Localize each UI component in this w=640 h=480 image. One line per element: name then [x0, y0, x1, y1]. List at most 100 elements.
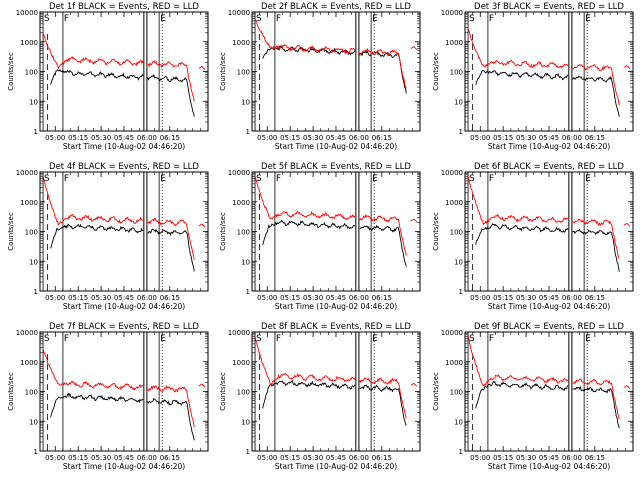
marker-label-e: E	[585, 14, 591, 24]
series-line-events-part1	[50, 68, 144, 85]
y-tick-label: 1000	[232, 39, 250, 47]
y-tick-label: 1000	[445, 39, 463, 47]
y-tick-label: 100	[450, 69, 463, 77]
y-tick-label: 1	[246, 128, 250, 136]
x-tick-label: 06:15	[372, 454, 392, 462]
y-tick-label: 1	[34, 128, 38, 136]
x-tick-label: 05:00	[45, 294, 65, 302]
x-tick-label: 06:00	[562, 454, 582, 462]
series-line-lld-part2	[147, 60, 195, 102]
series-line-lld-part2	[572, 218, 620, 259]
chart-title: Det 8f BLACK = Events, RED = LLD	[261, 322, 411, 332]
x-tick-label: 05:00	[45, 134, 65, 142]
x-tick-label: 05:15	[493, 454, 513, 462]
chart-title: Det 3f BLACK = Events, RED = LLD	[474, 2, 624, 12]
x-tick-label: 05:15	[280, 134, 300, 142]
x-tick-label: 06:00	[137, 134, 157, 142]
x-tick-label: 05:30	[303, 454, 323, 462]
x-tick-label: 05:30	[91, 134, 111, 142]
x-tick-label: 05:45	[114, 454, 134, 462]
x-tick-label: 05:45	[326, 294, 346, 302]
marker-label-f: F	[276, 334, 281, 344]
marker-label-f: F	[489, 334, 494, 344]
series-line-lld-part2	[572, 64, 620, 106]
y-tick-label: 1000	[232, 199, 250, 207]
y-axis-label: Counts/sec	[432, 52, 440, 91]
series-line-lld-tail	[623, 222, 631, 227]
x-tick-label: 05:45	[114, 294, 134, 302]
x-tick-label: 05:30	[516, 294, 536, 302]
x-axis-label: Start Time (10-Aug-02 04:46:20)	[488, 142, 610, 151]
x-tick-label: 05:30	[91, 454, 111, 462]
y-tick-label: 1	[34, 288, 38, 296]
x-tick-label: 05:30	[91, 294, 111, 302]
x-tick-label: 05:30	[516, 134, 536, 142]
y-tick-label: 1	[246, 288, 250, 296]
y-axis-label: Counts/sec	[219, 372, 227, 411]
marker-label-s: S	[256, 14, 262, 24]
x-axis-label: Start Time (10-Aug-02 04:46:20)	[275, 302, 397, 311]
series-line-lld-part1	[254, 336, 356, 386]
y-tick-label: 100	[237, 69, 250, 77]
x-axis-label: Start Time (10-Aug-02 04:46:20)	[275, 462, 397, 471]
y-tick-label: 1000	[20, 359, 38, 367]
x-tick-label: 06:00	[137, 454, 157, 462]
marker-label-s: S	[469, 174, 475, 184]
marker-label-e: E	[372, 174, 378, 184]
y-tick-label: 100	[25, 389, 38, 397]
x-axis-label: Start Time (10-Aug-02 04:46:20)	[488, 302, 610, 311]
series-line-lld-tail	[198, 383, 206, 388]
marker-label-s: S	[469, 334, 475, 344]
marker-label-e: E	[372, 334, 378, 344]
series-line-lld-part1	[42, 176, 144, 226]
x-tick-label: 06:00	[137, 294, 157, 302]
series-line-lld-tail	[198, 223, 206, 228]
series-line-events-part2	[359, 224, 407, 267]
plot-frame	[251, 331, 421, 452]
x-tick-label: 05:15	[68, 134, 88, 142]
x-tick-label: 05:00	[257, 134, 277, 142]
marker-label-f: F	[489, 174, 494, 184]
x-axis-label: Start Time (10-Aug-02 04:46:20)	[275, 142, 397, 151]
marker-label-f: F	[489, 14, 494, 24]
plot-frame	[251, 171, 421, 292]
x-tick-label: 06:00	[562, 134, 582, 142]
y-tick-label: 10	[241, 258, 250, 266]
series-line-events-part1	[475, 380, 569, 409]
x-tick-label: 05:15	[493, 294, 513, 302]
plot-frame	[464, 331, 634, 452]
x-tick-label: 06:00	[562, 294, 582, 302]
marker-label-e: E	[160, 14, 166, 24]
y-tick-label: 100	[237, 389, 250, 397]
chart-panel-2: Det 2f BLACK = Events, RED = LLD 1 10 100 10…	[219, 2, 421, 151]
chart-panel-7: Det 7f BLACK = Events, RED = LLD 1 10 100 10…	[7, 322, 209, 471]
y-tick-label: 100	[450, 389, 463, 397]
series-line-events-part1	[262, 219, 356, 245]
x-axis-label: Start Time (10-Aug-02 04:46:20)	[63, 462, 185, 471]
x-tick-label: 05:45	[539, 454, 559, 462]
x-tick-label: 05:00	[45, 454, 65, 462]
marker-label-e: E	[160, 174, 166, 184]
x-tick-label: 05:30	[303, 134, 323, 142]
series-line-events-part1	[475, 223, 569, 245]
chart-title: Det 7f BLACK = Events, RED = LLD	[49, 322, 199, 332]
x-tick-label: 05:00	[257, 454, 277, 462]
chart-title: Det 9f BLACK = Events, RED = LLD	[474, 322, 624, 332]
series-line-events-part2	[147, 397, 195, 441]
x-tick-label: 06:00	[349, 454, 369, 462]
y-tick-label: 10000	[16, 9, 38, 17]
series-line-lld-part2	[359, 213, 407, 256]
series-line-events-part2	[572, 75, 620, 117]
marker-label-e: E	[372, 14, 378, 24]
chart-title: Det 6f BLACK = Events, RED = LLD	[474, 162, 624, 172]
marker-label-e: E	[585, 174, 591, 184]
x-tick-label: 05:15	[68, 294, 88, 302]
y-axis-label: Counts/sec	[219, 52, 227, 91]
y-tick-label: 100	[25, 229, 38, 237]
y-tick-label: 100	[450, 229, 463, 237]
y-axis-label: Counts/sec	[7, 212, 15, 251]
series-line-lld-part2	[147, 218, 195, 260]
series-line-lld-part1	[42, 348, 144, 391]
y-tick-label: 10	[241, 98, 250, 106]
